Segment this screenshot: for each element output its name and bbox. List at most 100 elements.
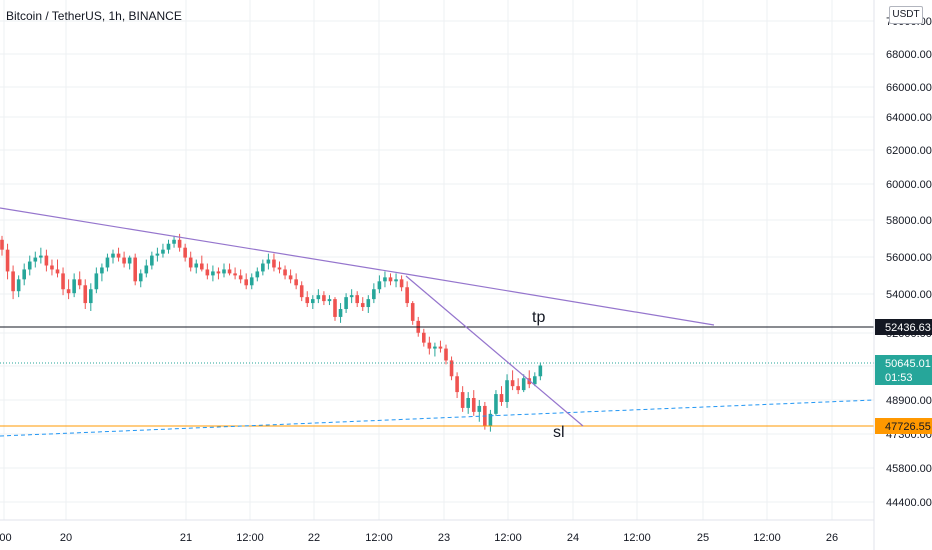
candle-body xyxy=(383,277,387,282)
candle-body xyxy=(372,289,376,300)
candle-body xyxy=(72,279,76,294)
candle-body xyxy=(344,297,348,310)
candle-body xyxy=(111,253,115,258)
candle-body xyxy=(288,275,293,280)
candle-body xyxy=(322,295,326,302)
candle-body xyxy=(333,299,337,317)
annotations: tp sl xyxy=(532,309,565,441)
chart-grid xyxy=(0,0,874,520)
candle-body xyxy=(488,413,493,426)
time-tick-label: 12:00 xyxy=(753,532,781,544)
tp-price-label-text: 52436.63 xyxy=(885,322,931,334)
candle-body xyxy=(5,249,10,272)
candle-body xyxy=(510,380,515,387)
candle-body xyxy=(100,267,104,274)
sl-price-label-text: 47726.55 xyxy=(885,421,931,433)
candle-body xyxy=(249,277,254,286)
drawings-layer xyxy=(0,207,875,437)
time-tick-label: 12:00 xyxy=(236,532,264,544)
candle-body xyxy=(94,273,99,290)
candle-body xyxy=(22,269,26,280)
candle-body xyxy=(438,346,443,349)
candle-body xyxy=(316,295,321,300)
candle-body xyxy=(433,346,437,349)
candle-body xyxy=(138,273,143,282)
candle-body xyxy=(222,269,226,274)
candles-layer xyxy=(0,233,543,432)
candle-body xyxy=(150,255,154,266)
candle-body xyxy=(261,263,265,272)
candle-body xyxy=(499,394,504,402)
time-axis[interactable]: :00 20 21 12:00 22 12:00 23 12:00 24 12:00 25 12:00… xyxy=(0,519,874,544)
price-tick-label: 66000.00 xyxy=(886,82,932,94)
candle-body xyxy=(89,289,93,304)
candle-body xyxy=(83,285,88,304)
candle-body xyxy=(172,239,176,244)
candle-body xyxy=(327,299,332,302)
candle-body xyxy=(216,271,221,274)
candle-body xyxy=(377,281,382,290)
candle-body xyxy=(27,261,32,270)
candle-body xyxy=(521,378,526,391)
candle-body xyxy=(161,249,165,254)
candle-body xyxy=(299,285,304,298)
candle-body xyxy=(244,279,248,286)
candle-body xyxy=(394,279,398,282)
currency-button[interactable]: USDT xyxy=(889,6,923,24)
sl-annotation: sl xyxy=(553,424,565,441)
price-axis[interactable]: 70000.0068000.0066000.0064000.0062000.00… xyxy=(873,0,932,550)
candle-body xyxy=(460,392,465,408)
candle-body xyxy=(399,279,404,288)
candle-body xyxy=(194,263,199,268)
candle-body xyxy=(444,348,448,361)
candle-body xyxy=(77,279,82,286)
candle-body xyxy=(255,271,260,278)
candle-body xyxy=(183,247,187,258)
candle-body xyxy=(55,269,60,274)
candle-body xyxy=(294,279,298,286)
candle-body xyxy=(205,269,210,276)
candle-body xyxy=(305,297,310,304)
time-tick-label: 21 xyxy=(180,532,192,544)
price-tick-label: 56000.00 xyxy=(886,252,932,264)
candle-body xyxy=(105,257,110,268)
price-tick-label: 54000.00 xyxy=(886,289,932,301)
time-tick-label: 23 xyxy=(438,532,450,544)
last-price-label-bg xyxy=(875,355,932,385)
dashed-trendline xyxy=(0,399,875,437)
candle-body xyxy=(277,267,282,270)
candle-body xyxy=(349,295,354,298)
time-tick-label: 26 xyxy=(826,532,838,544)
last-price-label-text: 50645.01 xyxy=(885,358,931,370)
candle-body xyxy=(0,239,4,250)
candle-body xyxy=(233,273,237,276)
candle-body xyxy=(311,299,315,304)
candle-body xyxy=(155,253,160,256)
candle-body xyxy=(39,255,43,258)
candle-body xyxy=(200,263,204,270)
time-tick-label: 20 xyxy=(60,532,72,544)
candle-body xyxy=(405,287,409,304)
candle-body xyxy=(494,394,498,414)
descending-trendline xyxy=(405,275,584,427)
time-tick-label: 24 xyxy=(567,532,579,544)
candle-body xyxy=(144,265,149,274)
candle-body xyxy=(360,303,365,308)
candle-body xyxy=(455,376,459,393)
upper-trendline xyxy=(0,207,715,326)
chart-title: Bitcoin / TetherUS, 1h, BINANCE xyxy=(6,9,182,23)
candle-body xyxy=(133,257,137,282)
candle-body xyxy=(505,380,509,402)
time-tick-label: :00 xyxy=(0,532,12,544)
price-labels: 52436.63 50645.01 01:53 47726.55 xyxy=(875,319,932,434)
candle-body xyxy=(66,289,71,294)
time-tick-label: 12:00 xyxy=(623,532,651,544)
candle-body xyxy=(16,279,21,292)
candle-body xyxy=(283,269,287,276)
candle-body xyxy=(427,342,432,349)
tp-annotation: tp xyxy=(532,309,545,326)
candle-body xyxy=(272,259,276,268)
tp-price-label-bg xyxy=(875,319,932,335)
candle-body xyxy=(466,398,470,408)
